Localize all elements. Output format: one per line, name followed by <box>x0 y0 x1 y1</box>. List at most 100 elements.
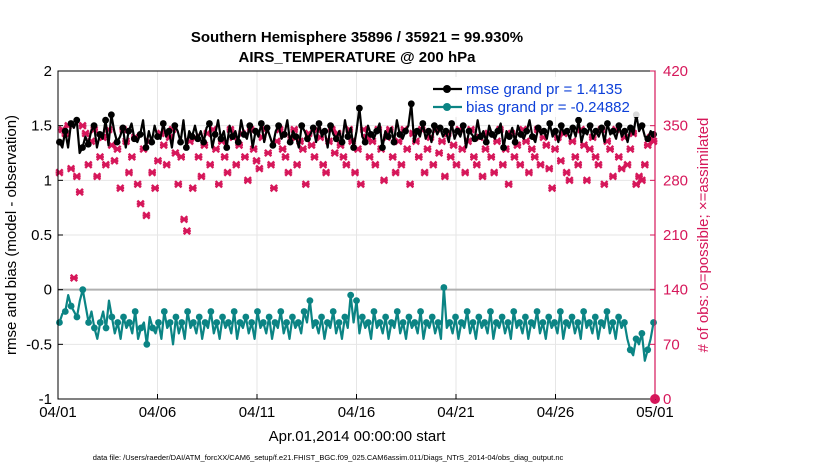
obs-assimilated-marker <box>640 160 649 169</box>
rmse-point <box>361 138 369 146</box>
obs-assimilated-marker <box>110 156 119 165</box>
y-right-tick-label: 210 <box>663 227 688 244</box>
bias-point <box>248 319 256 326</box>
bias-point <box>178 319 186 326</box>
obs-assimilated-marker <box>403 145 412 154</box>
y-tick-label: -0.5 <box>26 336 52 353</box>
rmse-point <box>482 138 490 146</box>
bias-point <box>85 319 92 326</box>
obs-assimilated-marker <box>95 152 105 161</box>
bias-point <box>224 319 232 326</box>
rmse-point <box>280 131 288 138</box>
bias-point <box>289 313 296 321</box>
obs-assimilated-marker <box>153 156 163 165</box>
obs-assimilated-marker <box>188 184 197 193</box>
rmse-point <box>621 127 629 135</box>
rmse-point <box>269 141 277 149</box>
bias-point <box>417 308 424 315</box>
obs-assimilated-marker <box>194 152 203 161</box>
obs-assimilated-marker <box>293 160 302 169</box>
rmse-point <box>119 124 127 132</box>
obs-assimilated-marker <box>264 148 273 158</box>
obs-assimilated-marker <box>266 160 276 169</box>
obs-assimilated-marker <box>524 168 533 177</box>
bias-point <box>492 319 500 326</box>
bias-point <box>160 308 168 315</box>
rmse-point <box>240 131 248 138</box>
bias-point <box>591 313 599 321</box>
rmse-point <box>552 127 559 135</box>
rmse-point <box>84 140 92 148</box>
rmse-point <box>407 100 415 108</box>
obs-assimilated-marker <box>591 152 600 161</box>
obs-assimilated-marker <box>565 176 574 185</box>
rmse-point <box>425 127 433 135</box>
rmse-point <box>557 122 565 130</box>
rmse-point <box>206 120 213 127</box>
legend-bias-swatch-marker <box>443 103 451 111</box>
obs-assimilated-marker <box>423 145 432 154</box>
obs-assimilated-marker <box>177 152 186 161</box>
obs-assimilated-marker <box>281 152 290 161</box>
bias-point <box>399 319 407 326</box>
rmse-point <box>315 120 323 127</box>
x-tick-label: 05/01 <box>636 404 674 421</box>
bias-point <box>91 324 98 332</box>
obs-assimilated-marker <box>351 168 360 177</box>
bias-point <box>195 313 203 321</box>
bias-point <box>388 319 395 326</box>
obs-assimilated-marker <box>548 184 557 193</box>
rmse-point <box>598 124 606 132</box>
obs-assimilated-marker <box>452 160 461 169</box>
obs-assimilated-marker <box>252 156 261 165</box>
obs-assimilated-marker <box>298 145 307 154</box>
bias-point <box>580 308 588 315</box>
obs-assimilated-marker <box>371 160 380 169</box>
rmse-point <box>379 144 386 151</box>
rmse-point <box>419 120 427 127</box>
bias-point <box>56 319 63 326</box>
obs-assimilated-marker <box>223 168 232 177</box>
rmse-point <box>477 133 484 141</box>
legend-rmse-label: rmse grand pr = 1.4135 <box>466 81 622 98</box>
rmse-point <box>546 120 554 127</box>
rmse-point <box>344 133 352 141</box>
obs-assimilated-marker <box>211 145 220 154</box>
rmse-point <box>90 122 98 130</box>
x-tick-label: 04/06 <box>139 404 177 421</box>
obs-assimilated-marker <box>440 172 449 181</box>
legend-bias-label: bias grand pr = -0.24882 <box>466 99 630 116</box>
x-axis-ticks: 04/01 04/06 04/11 04/16 04/21 04/26 05/01 <box>39 394 674 421</box>
bias-point <box>102 324 110 332</box>
bias-point <box>318 313 325 321</box>
obs-assimilated-marker <box>420 168 429 177</box>
obs-assimilated-marker <box>322 168 331 177</box>
rmse-point <box>494 127 502 135</box>
obs-assimilated-marker <box>240 152 249 161</box>
bias-point <box>376 319 384 326</box>
y-tick-label: 1 <box>44 172 52 189</box>
rmse-point <box>575 116 582 124</box>
obs-assimilated-marker <box>81 129 90 138</box>
rmse-point <box>96 131 104 138</box>
obs-assimilated-marker <box>530 152 539 161</box>
rmse-point <box>113 138 121 146</box>
bias-point <box>358 313 366 321</box>
obs-assimilated-marker <box>391 168 400 177</box>
obs-assimilated-marker <box>66 164 76 173</box>
obs-assimilated-marker <box>69 273 78 283</box>
rmse-point <box>563 127 571 135</box>
bias-point <box>114 319 122 326</box>
bias-point <box>236 319 244 326</box>
bias-point <box>353 297 360 304</box>
obs-assimilated-marker <box>429 160 438 169</box>
chart-subtitle: AIRS_TEMPERATURE @ 200 hPa <box>239 49 477 66</box>
obs-assimilated-marker <box>550 145 560 154</box>
bias-point <box>294 319 302 326</box>
rmse-point <box>609 127 617 135</box>
bias-point <box>551 319 558 326</box>
bias-point <box>219 313 226 321</box>
bias-point <box>562 319 570 326</box>
obs-assimilated-marker <box>330 148 339 158</box>
rmse-point <box>292 133 300 141</box>
